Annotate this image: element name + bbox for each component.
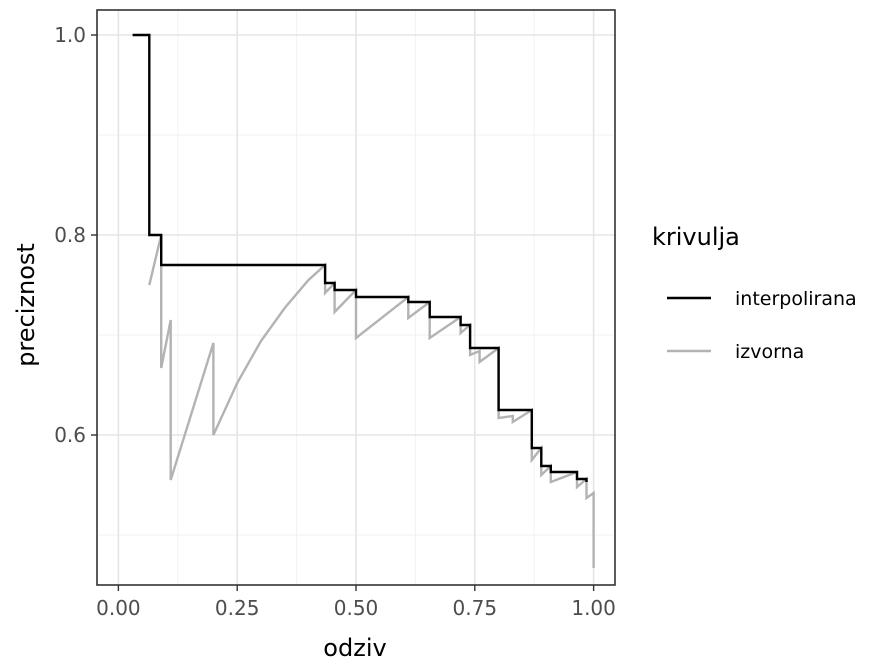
y-tick-label: 0.6 (54, 423, 86, 447)
y-tick-label: 0.8 (54, 223, 86, 247)
legend: krivulja interpolirana izvorna (652, 223, 857, 363)
legend-label-interpolirana: interpolirana (735, 288, 857, 310)
x-axis-title: odziv (323, 634, 386, 660)
legend-title: krivulja (652, 223, 740, 251)
x-tick-label: 0.50 (334, 596, 379, 620)
x-tick-label: 0.00 (96, 596, 141, 620)
series-lines (132, 33, 595, 568)
y-axis-title: preciznost (12, 243, 40, 367)
series-line-izvorna (148, 234, 595, 568)
axis-ticks: 0.00 0.25 0.50 0.75 1.00 0.6 0.8 1.0 (54, 23, 616, 620)
legend-label-izvorna: izvorna (735, 341, 804, 363)
x-tick-label: 0.75 (453, 596, 498, 620)
x-tick-label: 1.00 (571, 596, 616, 620)
y-tick-label: 1.0 (54, 23, 86, 47)
series-line-interpolirana (132, 33, 588, 482)
x-tick-label: 0.25 (215, 596, 260, 620)
